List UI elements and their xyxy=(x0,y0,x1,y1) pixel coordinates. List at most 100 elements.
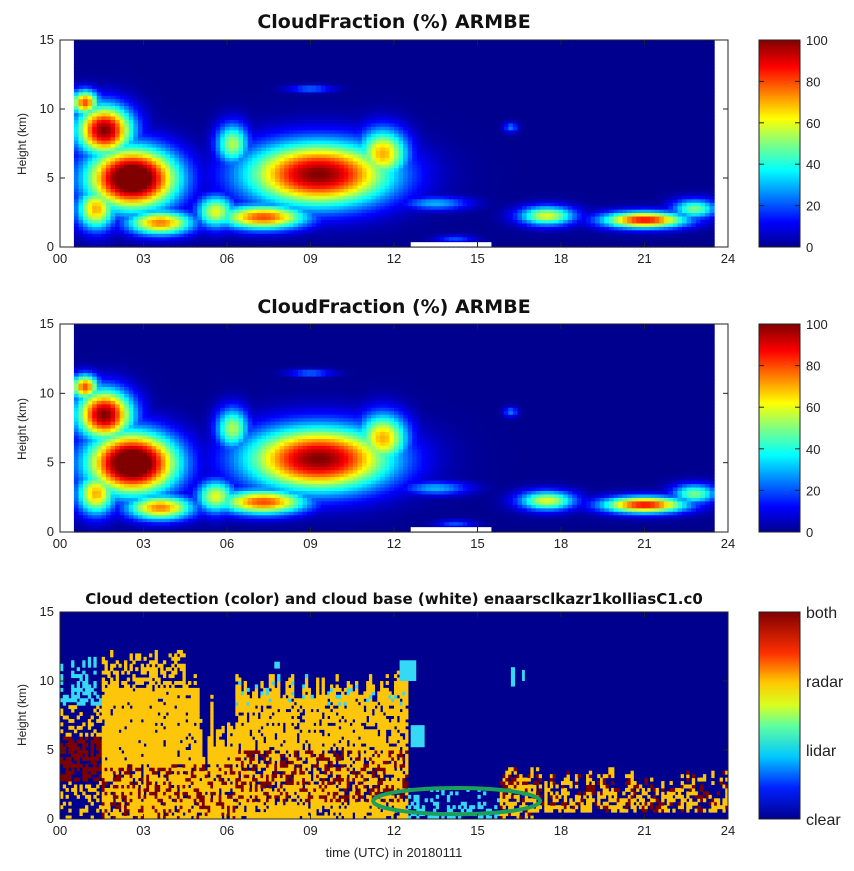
cloud-fraction-cell xyxy=(412,92,417,96)
cloud-fraction-cell xyxy=(403,164,408,168)
cloud-fraction-cell xyxy=(312,106,317,110)
cloud-fraction-cell xyxy=(431,61,436,65)
cloud-fraction-cell xyxy=(202,147,207,151)
cloud-fraction-cell xyxy=(321,68,326,72)
cloud-fraction-cell xyxy=(97,119,102,123)
cloud-fraction-cell xyxy=(399,164,404,168)
cloud-fraction-cell xyxy=(243,137,248,141)
cloud-fraction-cell xyxy=(293,161,298,165)
cloud-fraction-cell xyxy=(133,206,138,210)
cloud-fraction-cell xyxy=(389,81,394,85)
cloud-fraction-cell xyxy=(138,188,143,192)
cloud-fraction-cell xyxy=(275,233,280,237)
cloud-fraction-cell xyxy=(280,99,285,103)
cloud-fraction-cell xyxy=(78,112,83,116)
cloud-fraction-cell xyxy=(330,78,335,82)
cloud-fraction-cell xyxy=(394,192,399,196)
cloud-fraction-cell xyxy=(316,192,321,196)
cloud-fraction-cell xyxy=(335,81,340,85)
cloud-fraction-cell xyxy=(426,116,431,120)
cloud-fraction-cell xyxy=(321,161,326,165)
cloud-fraction-cell xyxy=(403,202,408,206)
cloud-fraction-cell xyxy=(161,130,166,134)
cloud-fraction-cell xyxy=(92,171,97,175)
cloud-fraction-cell xyxy=(271,226,276,230)
cloud-fraction-cell xyxy=(316,106,321,110)
cloud-fraction-cell xyxy=(271,106,276,110)
cloud-fraction-cell xyxy=(335,206,340,210)
cloud-fraction-cell xyxy=(120,202,125,206)
cloud-fraction-cell xyxy=(175,92,180,96)
cloud-fraction-cell xyxy=(170,43,175,47)
cloud-fraction-cell xyxy=(312,185,317,189)
cloud-fraction-cell xyxy=(124,40,129,44)
cloud-fraction-cell xyxy=(426,206,431,210)
cloud-fraction-cell xyxy=(147,164,152,168)
cloud-fraction-cell xyxy=(444,233,449,237)
cloud-fraction-cell xyxy=(143,123,148,127)
cloud-fraction-cell xyxy=(362,185,367,189)
cloud-fraction-cell xyxy=(211,188,216,192)
cloud-fraction-cell xyxy=(412,78,417,82)
cloud-fraction-cell xyxy=(389,185,394,189)
cloud-fraction-cell xyxy=(449,181,454,185)
cloud-fraction-cell xyxy=(303,106,308,110)
cloud-fraction-cell xyxy=(252,102,257,106)
cloud-fraction-cell xyxy=(303,123,308,127)
cloud-fraction-cell xyxy=(111,168,116,172)
cloud-fraction-cell xyxy=(449,226,454,230)
cloud-fraction-cell xyxy=(115,150,120,154)
cloud-fraction-cell xyxy=(284,150,289,154)
cloud-fraction-cell xyxy=(339,192,344,196)
cloud-fraction-cell xyxy=(92,202,97,206)
cloud-fraction-cell xyxy=(380,188,385,192)
cloud-fraction-cell xyxy=(193,185,198,189)
cloud-fraction-cell xyxy=(280,78,285,82)
cloud-fraction-cell xyxy=(115,109,120,113)
cloud-fraction-cell xyxy=(426,88,431,92)
cloud-fraction-cell xyxy=(124,199,129,203)
cloud-fraction-cell xyxy=(211,209,216,213)
cloud-fraction-cell xyxy=(344,147,349,151)
cloud-fraction-cell xyxy=(78,119,83,123)
cloud-fraction-cell xyxy=(266,61,271,65)
cloud-fraction-cell xyxy=(161,64,166,68)
cloud-fraction-cell xyxy=(83,150,88,154)
cloud-fraction-cell xyxy=(207,40,212,44)
cloud-fraction-cell xyxy=(431,78,436,82)
cloud-fraction-cell xyxy=(83,81,88,85)
cloud-fraction-cell xyxy=(385,68,390,72)
cloud-fraction-cell xyxy=(161,230,166,234)
cloud-fraction-cell xyxy=(385,213,390,217)
cloud-fraction-cell xyxy=(257,61,262,65)
cloud-fraction-cell xyxy=(440,116,445,120)
cloud-fraction-cell xyxy=(380,85,385,89)
cloud-fraction-cell xyxy=(188,85,193,89)
cloud-fraction-cell xyxy=(266,171,271,175)
cloud-fraction-cell xyxy=(344,64,349,68)
cloud-fraction-cell xyxy=(444,195,449,199)
cloud-fraction-cell xyxy=(353,85,358,89)
cloud-fraction-cell xyxy=(243,175,248,179)
cloud-fraction-cell xyxy=(115,133,120,137)
cloud-fraction-cell xyxy=(106,206,111,210)
cloud-fraction-cell xyxy=(138,150,143,154)
cloud-fraction-cell xyxy=(248,50,253,54)
cloud-fraction-cell xyxy=(197,154,202,158)
cloud-fraction-cell xyxy=(138,123,143,127)
cloud-fraction-cell xyxy=(371,95,376,99)
cloud-fraction-cell xyxy=(225,112,230,116)
cloud-fraction-cell xyxy=(179,57,184,61)
cloud-fraction-cell xyxy=(403,171,408,175)
cloud-fraction-cell xyxy=(371,81,376,85)
cloud-fraction-cell xyxy=(330,230,335,234)
cloud-fraction-cell xyxy=(357,68,362,72)
cloud-fraction-cell xyxy=(175,40,180,44)
cloud-fraction-cell xyxy=(257,209,262,213)
cloud-fraction-cell xyxy=(357,164,362,168)
cloud-fraction-cell xyxy=(303,164,308,168)
cloud-fraction-cell xyxy=(257,126,262,130)
cloud-fraction-cell xyxy=(133,213,138,217)
cloud-fraction-cell xyxy=(165,185,170,189)
cloud-fraction-cell xyxy=(184,226,189,230)
